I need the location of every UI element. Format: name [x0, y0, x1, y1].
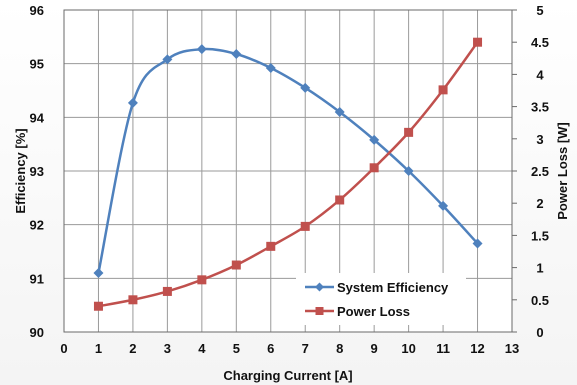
power-loss-point: [369, 163, 379, 173]
x-tick-label: 6: [267, 341, 274, 356]
y-left-tick-label: 94: [30, 110, 45, 125]
y-axis-title-right: Power Loss [W]: [555, 122, 570, 220]
legend-box: [296, 273, 466, 325]
series-layer: [93, 37, 483, 311]
legend-label-efficiency: System Efficiency: [337, 280, 449, 295]
x-tick-label: 7: [302, 341, 309, 356]
x-tick-label: 2: [129, 341, 136, 356]
x-tick-label: 8: [336, 341, 343, 356]
y-left-tick-label: 92: [30, 218, 44, 233]
y-left-tick-label: 96: [30, 3, 44, 18]
legend: System Efficiency Power Loss: [296, 273, 466, 325]
y-right-tick-label: 5: [536, 3, 543, 18]
x-tick-label: 5: [233, 341, 240, 356]
power-loss-point: [197, 275, 207, 285]
power-loss-point: [128, 295, 138, 305]
y-right-tick-label: 0.5: [531, 293, 549, 308]
x-tick-label: 9: [371, 341, 378, 356]
x-tick-label: 10: [401, 341, 415, 356]
efficiency-point: [162, 54, 173, 65]
efficiency-point: [403, 166, 414, 176]
x-tick-label: 12: [470, 341, 484, 356]
y-left-tick-label: 91: [30, 271, 44, 286]
x-tick-label: 0: [60, 341, 67, 356]
y-right-tick-label: 4: [536, 67, 544, 82]
power-loss-point: [162, 286, 172, 296]
y-right-tick-label: 1: [536, 261, 543, 276]
efficiency-point: [472, 238, 483, 249]
y-right-tick-label: 2: [536, 196, 543, 211]
plot-border: [63, 9, 513, 333]
power-loss-point: [266, 241, 276, 251]
legend-label-loss: Power Loss: [337, 304, 410, 319]
y-left-tick-label: 95: [30, 57, 44, 72]
y-right-tick-label: 3.5: [531, 100, 549, 115]
y-right-tick-label: 3: [536, 132, 543, 147]
efficiency-point: [300, 82, 311, 93]
power-loss-point: [438, 85, 448, 95]
legend-marker-loss: [315, 307, 324, 315]
efficiency-point: [231, 49, 242, 60]
y-right-tick-label: 0: [536, 325, 543, 340]
y-right-tick-label: 1.5: [531, 228, 549, 243]
axes-layer: 0 1 2 3 4 5 6 7 8 9 10 11 12 139091929394959600.511.5…: [30, 3, 550, 356]
efficiency-point: [93, 267, 104, 278]
y-right-tick-label: 2.5: [531, 164, 549, 179]
x-tick-label: 1: [95, 341, 102, 356]
x-tick-label: 11: [436, 341, 450, 356]
power-loss-point: [231, 260, 241, 270]
efficiency-point: [127, 97, 138, 108]
power-loss-point: [404, 127, 414, 137]
x-tick-label: 13: [505, 341, 519, 356]
power-loss-point: [335, 195, 345, 205]
x-axis-title: Charging Current [A]: [223, 368, 352, 383]
y-right-tick-label: 4.5: [531, 35, 549, 50]
y-left-tick-label: 93: [30, 164, 44, 179]
efficiency-point: [265, 62, 276, 73]
efficiency-point: [196, 44, 207, 55]
legend-marker-efficiency: [315, 282, 324, 292]
y-axis-title-left: Efficiency [%]: [13, 128, 28, 213]
power-loss-point: [473, 37, 483, 47]
efficiency-point: [438, 200, 449, 211]
power-loss-point: [300, 221, 310, 231]
efficiency-point: [369, 134, 380, 145]
efficiency-point: [334, 106, 345, 117]
y-left-tick-label: 90: [30, 325, 44, 340]
power-loss-point: [93, 301, 103, 311]
x-tick-label: 3: [164, 341, 171, 356]
x-tick-label: 4: [198, 341, 206, 356]
